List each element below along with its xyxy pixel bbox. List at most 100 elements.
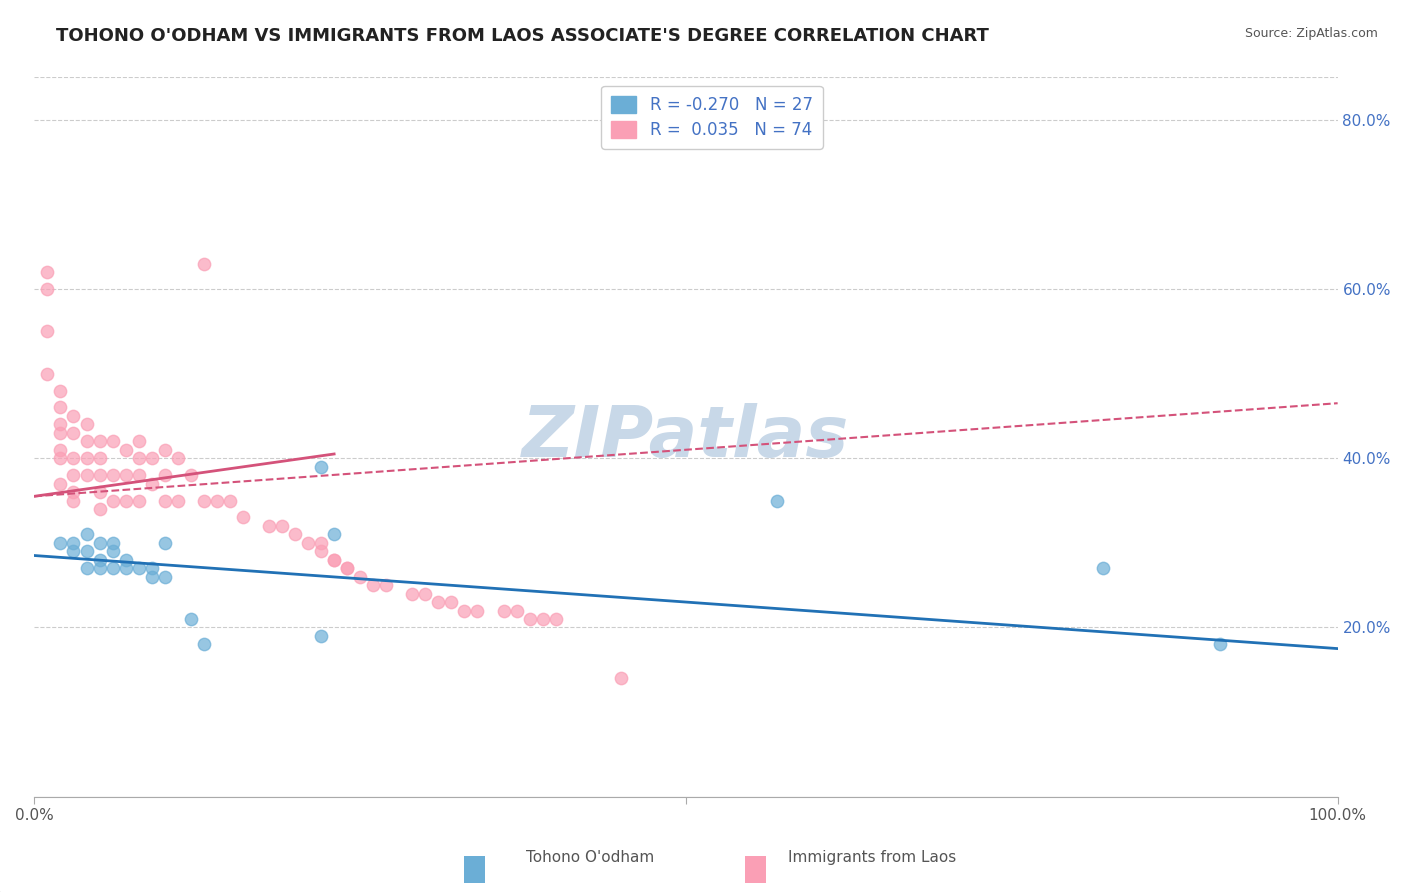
Point — [89, 434, 111, 449]
Point — [180, 468, 202, 483]
Point — [453, 603, 475, 617]
Text: Source: ZipAtlas.com: Source: ZipAtlas.com — [1244, 27, 1378, 40]
Point — [37, 265, 59, 279]
Point — [232, 510, 254, 524]
Point — [49, 425, 72, 440]
Point — [323, 553, 346, 567]
Point — [114, 493, 136, 508]
Point — [309, 544, 332, 558]
Point — [427, 595, 450, 609]
Point — [766, 493, 789, 508]
Point — [309, 536, 332, 550]
Point — [49, 451, 72, 466]
Point — [284, 527, 307, 541]
Point — [361, 578, 384, 592]
Point — [492, 603, 515, 617]
Point — [1209, 637, 1232, 651]
Point — [519, 612, 541, 626]
Point — [218, 493, 240, 508]
Point — [205, 493, 228, 508]
Point — [49, 417, 72, 432]
Point — [89, 451, 111, 466]
Point — [193, 257, 215, 271]
Point — [401, 586, 423, 600]
Point — [114, 553, 136, 567]
Point — [336, 561, 359, 575]
Point — [153, 493, 176, 508]
Text: TOHONO O'ODHAM VS IMMIGRANTS FROM LAOS ASSOCIATE'S DEGREE CORRELATION CHART: TOHONO O'ODHAM VS IMMIGRANTS FROM LAOS A… — [56, 27, 988, 45]
Point — [544, 612, 567, 626]
Point — [336, 561, 359, 575]
Point — [323, 527, 346, 541]
Point — [114, 468, 136, 483]
Point — [375, 578, 398, 592]
Point — [415, 586, 437, 600]
Point — [271, 519, 294, 533]
Point — [114, 561, 136, 575]
Point — [62, 536, 84, 550]
Point — [49, 442, 72, 457]
Point — [76, 451, 98, 466]
Text: ZIPatlas: ZIPatlas — [522, 402, 849, 472]
Point — [76, 468, 98, 483]
Point — [531, 612, 554, 626]
Point — [101, 434, 124, 449]
Point — [128, 493, 150, 508]
Text: Tohono O'odham: Tohono O'odham — [526, 850, 655, 865]
Point — [62, 468, 84, 483]
Point — [37, 367, 59, 381]
Point — [37, 324, 59, 338]
Point — [76, 434, 98, 449]
Point — [349, 569, 371, 583]
Point — [37, 282, 59, 296]
Point — [193, 493, 215, 508]
Point — [114, 442, 136, 457]
Point — [49, 536, 72, 550]
Point — [153, 569, 176, 583]
Point — [193, 637, 215, 651]
Point — [49, 384, 72, 398]
Point — [76, 527, 98, 541]
Point — [101, 561, 124, 575]
Point — [101, 544, 124, 558]
Point — [101, 536, 124, 550]
Point — [128, 451, 150, 466]
Point — [440, 595, 463, 609]
Point — [89, 553, 111, 567]
Point — [141, 451, 163, 466]
Point — [153, 536, 176, 550]
Point — [128, 434, 150, 449]
Point — [76, 561, 98, 575]
Point — [323, 553, 346, 567]
Point — [101, 468, 124, 483]
Point — [62, 451, 84, 466]
Point — [257, 519, 280, 533]
Point — [297, 536, 319, 550]
Point — [180, 612, 202, 626]
Point — [76, 417, 98, 432]
Point — [49, 476, 72, 491]
Point — [610, 671, 633, 685]
Point — [141, 569, 163, 583]
Legend: R = -0.270   N = 27, R =  0.035   N = 74: R = -0.270 N = 27, R = 0.035 N = 74 — [602, 86, 823, 149]
Point — [101, 493, 124, 508]
Point — [89, 561, 111, 575]
Point — [62, 493, 84, 508]
Point — [89, 468, 111, 483]
Point — [128, 468, 150, 483]
Point — [309, 459, 332, 474]
Point — [309, 629, 332, 643]
Point — [141, 561, 163, 575]
Point — [62, 409, 84, 423]
Point — [505, 603, 527, 617]
Point — [49, 401, 72, 415]
Point — [467, 603, 489, 617]
Text: Immigrants from Laos: Immigrants from Laos — [787, 850, 956, 865]
Point — [62, 425, 84, 440]
Point — [89, 536, 111, 550]
Point — [62, 485, 84, 500]
Point — [128, 561, 150, 575]
Point — [1092, 561, 1115, 575]
Point — [141, 476, 163, 491]
Point — [166, 451, 188, 466]
